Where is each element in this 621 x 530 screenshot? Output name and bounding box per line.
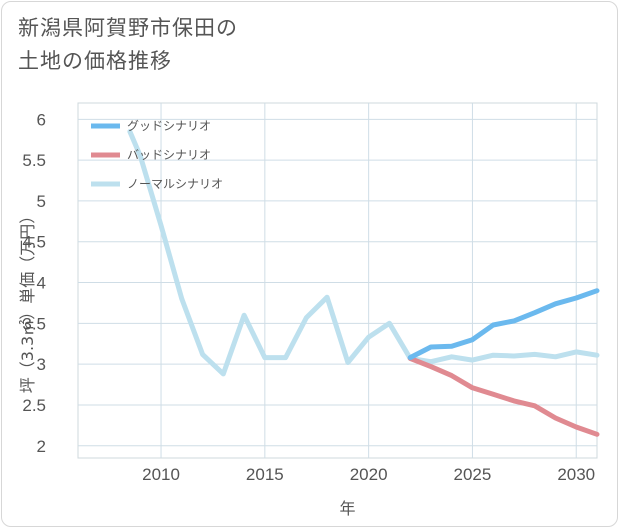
y-tick-label: 4 xyxy=(37,274,46,293)
x-tick-label: 2020 xyxy=(350,465,388,484)
y-tick-label: 3 xyxy=(37,355,46,374)
y-tick-label: 2.5 xyxy=(22,396,46,415)
y-tick-label: 2 xyxy=(37,437,46,456)
chart-title: 新潟県阿賀野市保田の 土地の価格推移 xyxy=(18,12,238,78)
y-tick-label: 3.5 xyxy=(22,314,46,333)
x-axis-title: 年 xyxy=(339,499,355,518)
series-line-1 xyxy=(407,355,600,437)
series-line-2 xyxy=(127,129,600,377)
legend-label-2: ノーマルシナリオ xyxy=(127,177,223,191)
plot-area xyxy=(77,102,598,459)
y-tick-label: 5 xyxy=(37,192,46,211)
x-tick-label: 2010 xyxy=(142,465,180,484)
x-tick-label: 2025 xyxy=(454,465,492,484)
series-line-0 xyxy=(407,288,600,361)
y-tick-label: 6 xyxy=(37,110,46,129)
x-tick-label: 2015 xyxy=(246,465,284,484)
chart-title-line-2: 土地の価格推移 xyxy=(18,49,172,73)
y-axis-title: 坪（3.3㎡）単価（万円） xyxy=(18,208,37,393)
y-tick-label: 4.5 xyxy=(22,233,46,252)
x-tick-label: 2030 xyxy=(557,465,595,484)
legend-label-1: バッドシナリオ xyxy=(127,148,211,162)
y-tick-label: 5.5 xyxy=(22,151,46,170)
legend-label-0: グッドシナリオ xyxy=(127,119,211,133)
chart-title-line-1: 新潟県阿賀野市保田の xyxy=(18,16,238,40)
